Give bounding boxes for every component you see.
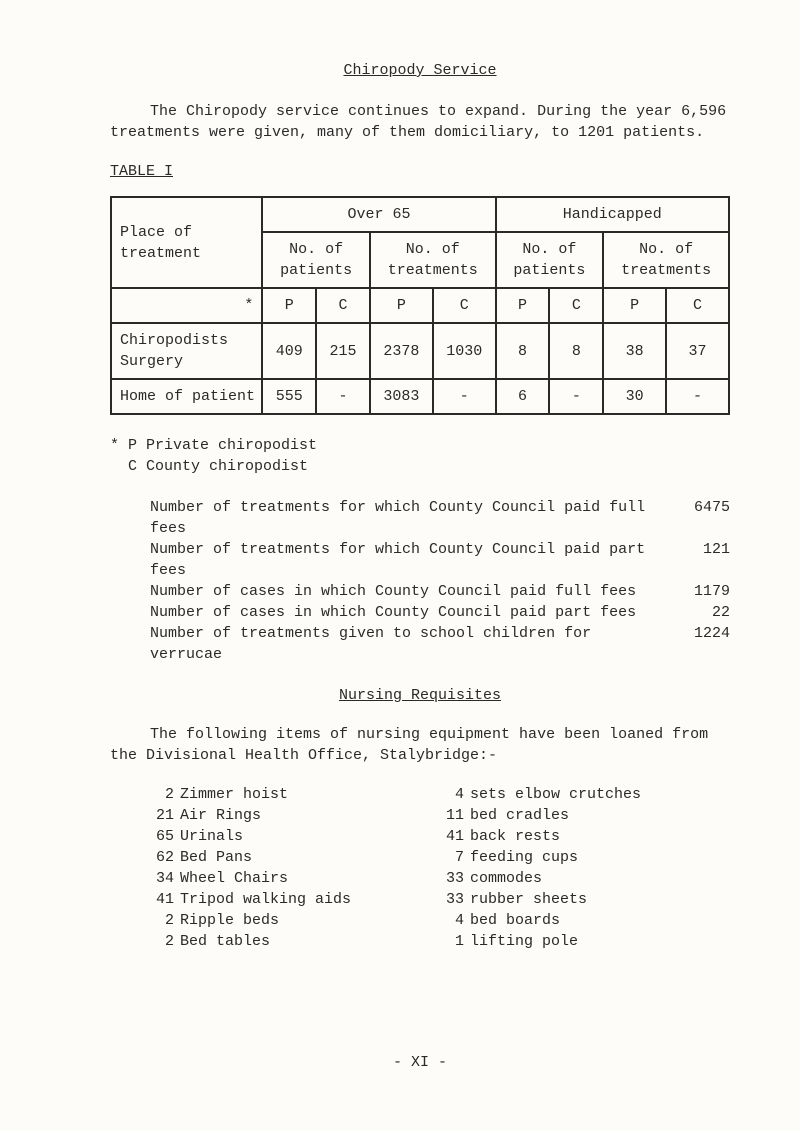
stat-row: Number of treatments for which County Co…	[150, 497, 730, 539]
intro-paragraph: The Chiropody service continues to expan…	[110, 101, 730, 143]
th-star: *	[111, 288, 262, 323]
th-c: C	[433, 288, 496, 323]
table-label: TABLE I	[110, 161, 730, 182]
th-treatments-1: No. of treatments	[370, 232, 496, 288]
stat-row: Number of treatments given to school chi…	[150, 623, 730, 665]
equipment-columns: 2Zimmer hoist 21Air Rings 65Urinals 62Be…	[150, 784, 730, 952]
footnote: * P Private chiropodist C County chiropo…	[110, 435, 730, 477]
page-number: - XI -	[110, 1052, 730, 1073]
footnote-c: C County chiropodist	[110, 456, 730, 477]
th-treatments-2: No. of treatments	[603, 232, 729, 288]
table-row: Chiropodists Surgery 409 215 2378 1030 8…	[111, 323, 729, 379]
th-p: P	[370, 288, 433, 323]
stat-row: Number of cases in which County Council …	[150, 581, 730, 602]
equipment-col-right: 4sets elbow crutches 11bed cradles 41bac…	[440, 784, 730, 952]
th-c: C	[666, 288, 729, 323]
stats-block: Number of treatments for which County Co…	[150, 497, 730, 665]
th-patients-1: No. of patients	[262, 232, 370, 288]
th-over65: Over 65	[262, 197, 495, 232]
stat-row: Number of treatments for which County Co…	[150, 539, 730, 581]
nursing-title: Nursing Requisites	[110, 685, 730, 706]
th-handicapped: Handicapped	[496, 197, 729, 232]
footnote-p: * P Private chiropodist	[110, 435, 730, 456]
th-c: C	[549, 288, 603, 323]
th-place: Place of treatment	[111, 197, 262, 288]
th-c: C	[316, 288, 370, 323]
nursing-intro: The following items of nursing equipment…	[110, 724, 730, 766]
stat-row: Number of cases in which County Council …	[150, 602, 730, 623]
th-p: P	[603, 288, 666, 323]
page-title: Chiropody Service	[110, 60, 730, 81]
table-row: Home of patient 555 - 3083 - 6 - 30 -	[111, 379, 729, 414]
th-p: P	[496, 288, 550, 323]
chiropody-table: Place of treatment Over 65 Handicapped N…	[110, 196, 730, 415]
equipment-col-left: 2Zimmer hoist 21Air Rings 65Urinals 62Be…	[150, 784, 440, 952]
th-patients-2: No. of patients	[496, 232, 604, 288]
th-p: P	[262, 288, 316, 323]
